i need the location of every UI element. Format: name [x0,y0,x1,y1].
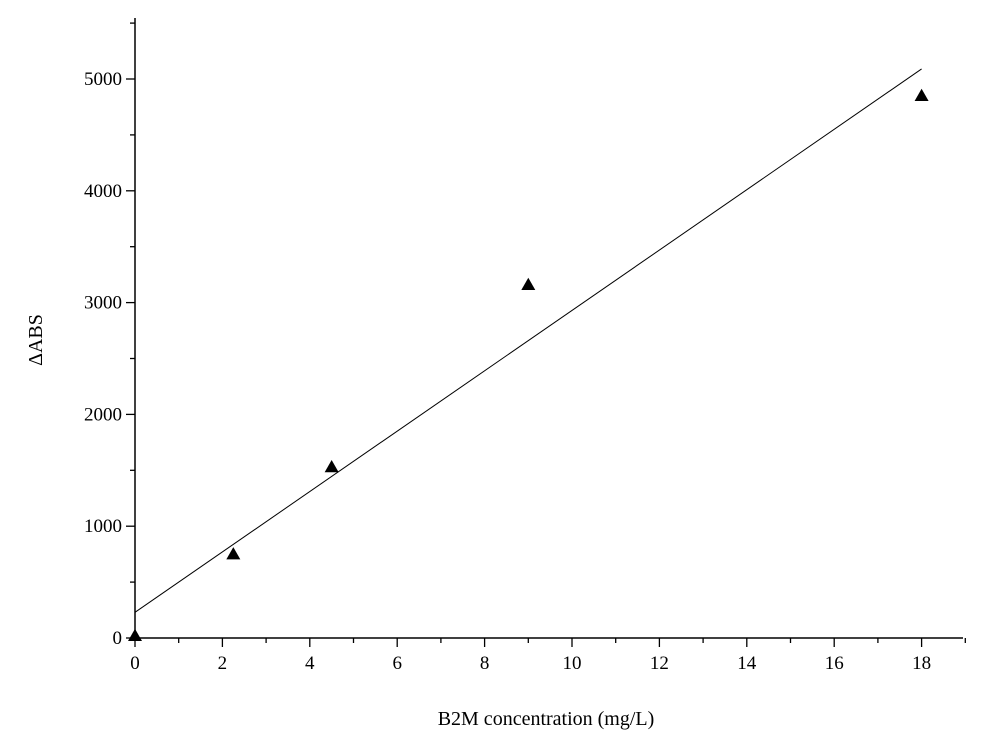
y-axis-title: ΔABS [25,314,47,366]
data-point-triangle [324,459,339,473]
y-tick-label: 0 [113,628,123,649]
y-axis-tick-labels: 0 1000 2000 3000 4000 5000 [84,69,122,649]
data-point-triangle [226,547,241,560]
data-points [128,88,929,642]
y-tick-label: 2000 [84,404,122,425]
x-tick-label: 18 [912,653,931,674]
y-axis-ticks [126,22,135,639]
y-tick-label: 3000 [84,293,122,314]
x-axis-title: B2M concentration (mg/L) [438,708,655,730]
y-tick-label: 4000 [84,181,122,202]
y-tick-label: 1000 [84,516,122,537]
linear-fit-line [134,68,922,613]
data-point-triangle [521,277,536,290]
x-tick-label: 6 [392,653,402,674]
x-axis-ticks [134,638,966,647]
x-tick-label: 4 [305,653,315,674]
x-tick-label: 14 [737,653,757,674]
y-tick-label: 5000 [84,69,122,90]
x-tick-label: 8 [480,653,490,674]
data-point-triangle [128,628,142,642]
x-tick-label: 10 [563,653,582,674]
x-tick-label: 16 [825,653,844,674]
x-tick-label: 0 [130,653,140,674]
x-tick-label: 12 [650,653,669,674]
x-axis-tick-labels: 0 2 4 6 8 10 12 14 16 18 [130,653,931,674]
data-point-triangle [914,88,929,102]
x-tick-label: 2 [218,653,228,674]
